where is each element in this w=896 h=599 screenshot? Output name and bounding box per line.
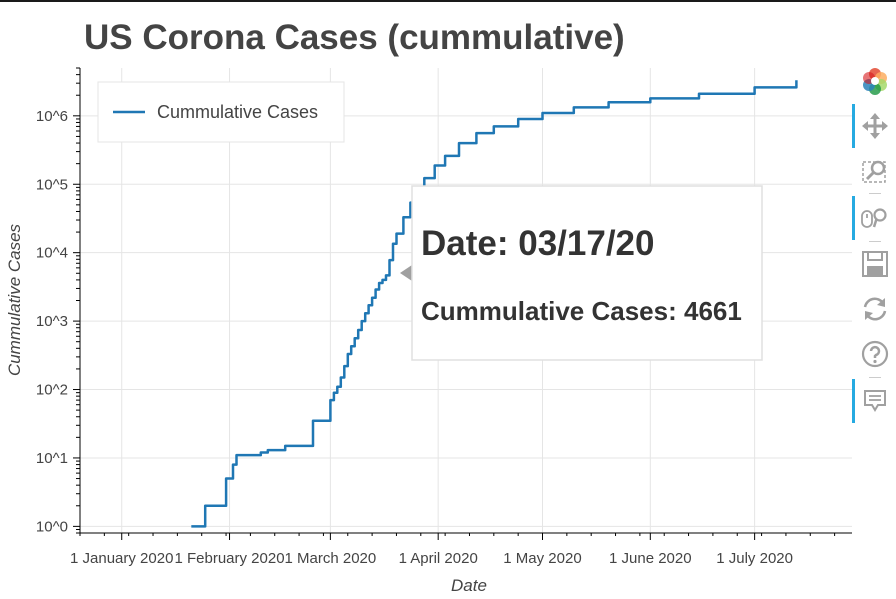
legend: Cummulative Cases [97, 81, 345, 143]
pan-icon[interactable] [860, 111, 890, 141]
wheel-zoom-active-indicator [852, 196, 855, 240]
x-tick-label: 1 March 2020 [285, 550, 377, 567]
save-icon[interactable] [860, 249, 890, 279]
window-top-border [0, 0, 896, 2]
toolbar-separator [869, 193, 881, 194]
y-axis-label: Cummulative Cases [5, 223, 24, 376]
x-tick-label: 1 January 2020 [70, 550, 173, 567]
hover-icon[interactable] [860, 386, 890, 416]
reset-icon[interactable] [860, 294, 890, 324]
y-tick-label: 10^3 [36, 313, 68, 330]
hover-tooltip: Date: 03/17/20 Cummulative Cases: 4661 [400, 185, 763, 361]
pan-active-indicator [852, 104, 855, 148]
hover-active-indicator [852, 379, 855, 423]
bokeh-logo-icon[interactable] [860, 66, 890, 96]
chart-toolbar [852, 64, 896, 444]
y-tick-label: 10^5 [36, 176, 68, 193]
x-tick-label: 1 February 2020 [174, 550, 284, 567]
y-tick-label: 10^0 [36, 518, 68, 535]
y-tick-label: 10^4 [36, 245, 68, 262]
x-tick-label: 1 July 2020 [716, 550, 793, 567]
axis-ticks: 1 January 2020 1 February 2020 1 March 202… [36, 67, 836, 567]
help-icon[interactable] [860, 339, 890, 369]
toolbar-separator [869, 377, 881, 378]
wheel-zoom-icon[interactable] [860, 203, 890, 233]
x-tick-label: 1 April 2020 [399, 550, 478, 567]
x-tick-label: 1 June 2020 [609, 550, 692, 567]
tooltip-arrow [400, 265, 412, 281]
y-tick-label: 10^1 [36, 450, 68, 467]
y-tick-label: 10^6 [36, 108, 68, 125]
tooltip-value: Cummulative Cases: 4661 [421, 296, 742, 326]
y-tick-label: 10^2 [36, 382, 68, 399]
chart-title: US Corona Cases (cummulative) [84, 18, 625, 57]
series-line-cummulative-cases [191, 80, 798, 528]
tooltip-box [411, 185, 763, 361]
toolbar-separator [869, 241, 881, 242]
tooltip-date: Date: 03/17/20 [421, 224, 654, 263]
box-zoom-icon[interactable] [860, 156, 890, 186]
legend-label: Cummulative Cases [157, 102, 318, 122]
x-tick-label: 1 May 2020 [503, 550, 581, 567]
x-axis-label: Date [451, 576, 487, 595]
